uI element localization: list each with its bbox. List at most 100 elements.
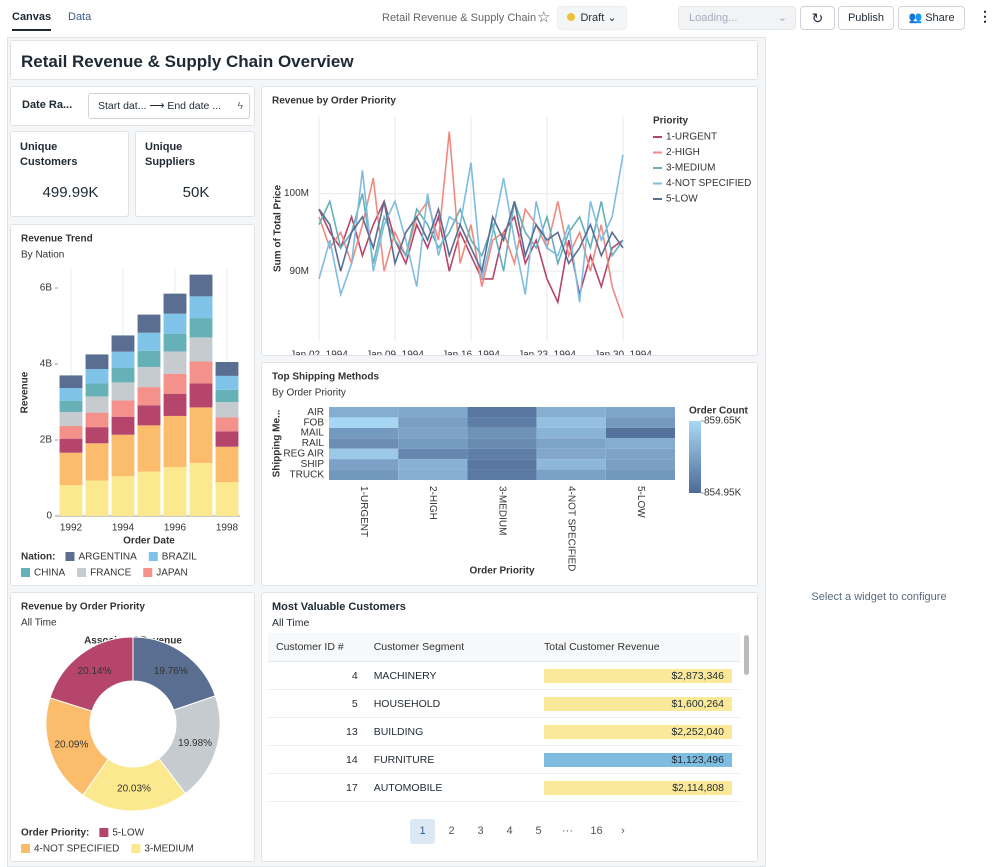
bar-segment <box>163 351 187 374</box>
button-label: Publish <box>847 12 885 24</box>
end-date: End date ... <box>167 100 222 112</box>
counter-widget[interactable]: Unique Customers 499.99K <box>10 131 129 217</box>
bar-segment <box>111 476 135 516</box>
legend-label: 3-MEDIUM <box>144 844 193 855</box>
bar-segment <box>137 387 161 406</box>
x-tick-label: Jan 23, 1994 <box>518 350 576 355</box>
heatmap-cell <box>398 407 468 418</box>
bar-segment <box>59 438 83 453</box>
heatmap-cell <box>467 407 537 418</box>
bar-widget[interactable]: Revenue Trend By Nation 0 2B 4B 6B 1992 1994 199… <box>10 224 255 586</box>
x-tick-label: Jan 02, 1994 <box>290 350 348 355</box>
bar-segment <box>215 446 239 483</box>
x-tick-label: 4-NOT SPECIFIED <box>566 486 577 571</box>
revenue-bar: $1,600,264 <box>544 696 732 711</box>
y-tick-label: 2B <box>40 435 53 446</box>
legend-label: CHINA <box>34 568 65 579</box>
table-row: 4 MACHINERY $2,873,346 <box>268 661 740 690</box>
page-button[interactable]: ··· <box>562 825 573 837</box>
heatmap-cell <box>536 417 606 428</box>
table-cell: MACHINERY <box>365 661 536 690</box>
bar-segment <box>59 452 83 486</box>
dashboard-name: Retail Revenue & Supply Chain <box>382 12 537 24</box>
counter-label: Unique Customers <box>20 141 78 168</box>
data-table: Customer ID # Customer Segment Total Custo… <box>268 633 740 802</box>
bar-segment <box>189 318 213 338</box>
table-row: 17 AUTOMOBILE $2,114,808 <box>268 773 740 802</box>
y-tick-label: AIR <box>307 407 324 418</box>
bar-segment <box>85 412 109 428</box>
publish-button[interactable]: Publish <box>838 6 894 30</box>
bar-segment <box>137 425 161 472</box>
bar-segment <box>85 368 109 384</box>
line-widget[interactable]: Revenue by Order Priority 90M 100M Jan 02, … <box>261 86 758 356</box>
bar-segment <box>59 485 83 516</box>
counter-value: 499.99K <box>42 184 99 201</box>
refresh-button[interactable]: ↻ <box>800 6 835 30</box>
tab[interactable]: Canvas <box>12 11 52 31</box>
heatmap-cell <box>536 459 606 470</box>
legend-swatch <box>131 844 141 853</box>
pagination: 1 2 3 4 5 ··· 16 › <box>410 819 633 845</box>
scrollbar[interactable] <box>744 635 749 675</box>
bar-segment <box>163 393 187 416</box>
heatmap-cell <box>467 448 537 460</box>
heatmap-cell <box>329 407 399 418</box>
heatmap-cell <box>329 469 399 480</box>
table-cell: 17 <box>268 773 366 802</box>
bar-segment <box>85 354 109 369</box>
tab[interactable]: Data <box>68 11 92 23</box>
table-cell: $1,123,496 <box>536 745 740 774</box>
page-button[interactable]: 2 <box>448 825 455 837</box>
bar-segment <box>111 400 135 417</box>
x-tick-label: 1994 <box>112 523 135 534</box>
x-axis-label: Order Date <box>123 536 175 547</box>
header-row: Customer ID # Customer Segment Total Custo… <box>268 633 740 662</box>
heatmap-widget[interactable]: Top Shipping Methods By Order Priority AIR… <box>261 362 758 586</box>
slice-label: 19.76% <box>154 666 188 677</box>
legend-item: 1-URGENT <box>653 132 717 143</box>
counter-widget[interactable]: Unique Suppliers 50K <box>135 131 255 217</box>
bar-segment <box>111 367 135 383</box>
page-button[interactable]: 1 <box>410 819 435 844</box>
config-hint: Select a widget to configure <box>811 591 947 603</box>
colorbar <box>689 421 701 493</box>
revenue-bar: $2,873,346 <box>544 668 732 683</box>
start-date: Start dat... <box>98 100 147 112</box>
date-filter[interactable]: Date Ra... Start dat... ⟶ End date ... ϟ <box>10 86 255 126</box>
colorbar-label: 854.95K <box>704 488 742 499</box>
star-icon[interactable]: ☆ <box>537 9 551 26</box>
bar-segment <box>215 389 239 403</box>
next-button: › <box>621 825 625 837</box>
colorbar-title: Order Count <box>689 406 749 417</box>
bar-segment <box>137 314 161 333</box>
legend-label: ARGENTINA <box>78 552 137 563</box>
table-widget[interactable]: Most Valuable Customers All Time Custome… <box>261 592 758 862</box>
bar-segment <box>59 400 83 412</box>
bar-segment <box>111 416 135 435</box>
widget-subtitle: All Time <box>21 618 57 629</box>
more-menu[interactable]: ⋮ <box>978 8 992 24</box>
date-range-input[interactable]: Start dat... ⟶ End date ... ϟ <box>88 93 250 119</box>
heatmap-cell <box>605 469 675 480</box>
share-button[interactable]: 👥 Share <box>898 6 965 30</box>
status-pill[interactable]: Draft ⌄ <box>557 6 627 30</box>
dashboard-title: Retail Revenue & Supply Chain Overview <box>21 52 354 71</box>
heatmap-cell <box>536 427 606 439</box>
heatmap-cell <box>605 438 675 449</box>
page-button[interactable]: 3 <box>477 825 484 837</box>
counter-label: Unique Suppliers <box>145 141 196 168</box>
page-button[interactable]: 5 <box>535 825 542 837</box>
table-head: Customer ID # Customer Segment Total Custo… <box>268 633 740 662</box>
warehouse-select[interactable]: Loading... ⌄ <box>678 6 796 30</box>
page-button[interactable]: 4 <box>506 825 513 837</box>
slice-label: 20.03% <box>117 784 151 795</box>
title-widget[interactable]: Retail Revenue & Supply Chain Overview <box>10 40 758 80</box>
bar-segment <box>215 375 239 390</box>
revenue-bar: $1,123,496 <box>544 752 732 767</box>
heatmap-cell <box>398 469 468 480</box>
page-button[interactable]: 16 <box>590 825 603 837</box>
chart: Revenue by Order Priority 90M 100M Jan 02, … <box>272 96 751 355</box>
legend-swatch <box>99 828 109 837</box>
